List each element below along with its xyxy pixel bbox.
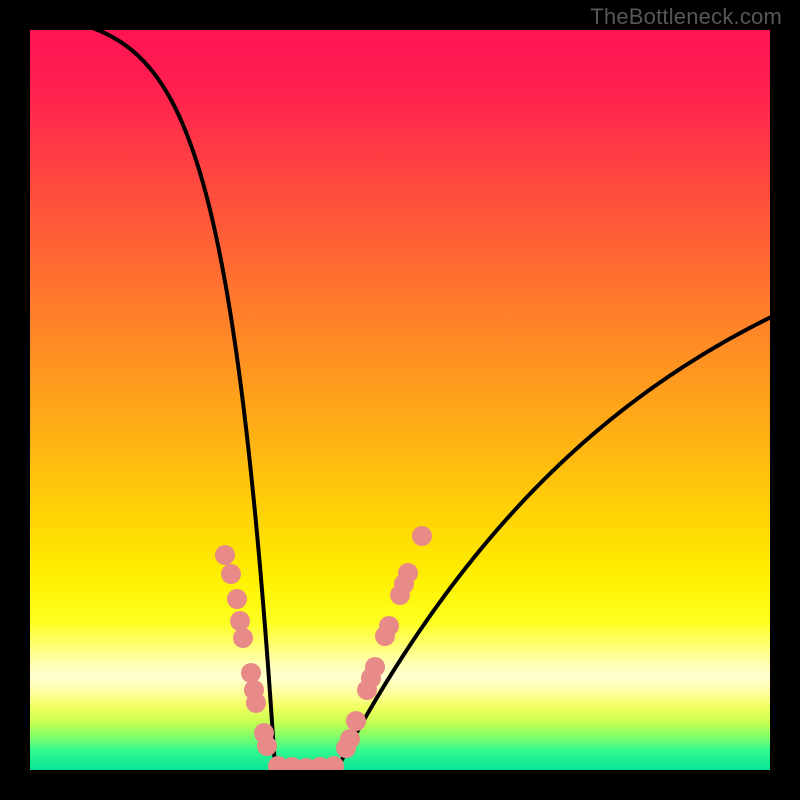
- curve-layer: [30, 30, 770, 770]
- data-marker: [215, 545, 235, 565]
- stage: TheBottleneck.com: [0, 0, 800, 800]
- data-marker: [379, 616, 399, 636]
- plot-area: [30, 30, 770, 770]
- data-marker: [365, 657, 385, 677]
- data-marker: [233, 628, 253, 648]
- data-marker: [412, 526, 432, 546]
- markers-group: [215, 526, 432, 770]
- data-marker: [398, 563, 418, 583]
- data-marker: [230, 611, 250, 631]
- data-marker: [221, 564, 241, 584]
- watermark-text: TheBottleneck.com: [590, 4, 782, 30]
- data-marker: [227, 589, 247, 609]
- data-marker: [246, 693, 266, 713]
- data-marker: [241, 663, 261, 683]
- data-marker: [346, 711, 366, 731]
- data-marker: [340, 729, 360, 749]
- data-marker: [257, 736, 277, 756]
- well-curve: [86, 30, 770, 767]
